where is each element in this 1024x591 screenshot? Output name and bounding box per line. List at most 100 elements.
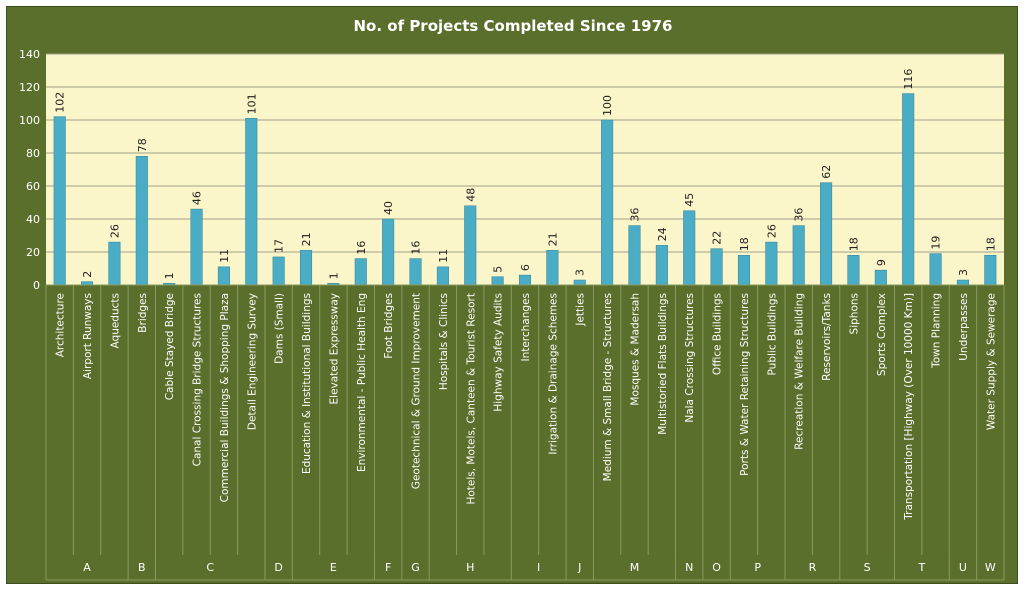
x-tick-label: Sports Complex bbox=[876, 293, 888, 376]
group-label: I bbox=[537, 561, 540, 574]
y-tick-label: 140 bbox=[19, 48, 40, 61]
data-label: 18 bbox=[847, 237, 860, 251]
bar bbox=[601, 119, 614, 286]
x-tick-label: Detail Engineering Survey bbox=[246, 293, 258, 430]
data-label: 5 bbox=[492, 266, 505, 273]
x-tick-label: Multistoried Flats Buildings bbox=[657, 293, 669, 435]
bar bbox=[929, 253, 942, 286]
x-tick-label: Water Supply & Sewerage bbox=[985, 293, 997, 430]
group-label: G bbox=[411, 561, 420, 574]
group-label: E bbox=[330, 561, 337, 574]
bar bbox=[956, 279, 969, 286]
group-label: U bbox=[959, 561, 967, 574]
x-tick-label: Interchanges bbox=[520, 293, 532, 362]
data-label: 1 bbox=[163, 272, 176, 279]
group-label: M bbox=[630, 561, 640, 574]
data-label: 19 bbox=[930, 236, 943, 250]
bar bbox=[710, 248, 723, 286]
bar bbox=[491, 276, 504, 286]
x-tick-label: Dams (Small) bbox=[274, 293, 286, 364]
bar bbox=[382, 218, 395, 286]
group-label: W bbox=[985, 561, 996, 574]
group-label: C bbox=[206, 561, 214, 574]
bar-chart: 020406080100120140102Architecture2Airpor… bbox=[19, 48, 1005, 581]
x-tick-label: Architecture bbox=[55, 293, 67, 357]
data-label: 18 bbox=[738, 237, 751, 251]
x-tick-label: Office Buildings bbox=[712, 293, 724, 375]
data-label: 26 bbox=[765, 224, 778, 238]
data-label: 11 bbox=[437, 249, 450, 263]
data-label: 24 bbox=[656, 227, 669, 241]
bar bbox=[628, 225, 641, 286]
x-tick-label: Environmental - Public Health Eng bbox=[356, 293, 368, 472]
x-tick-label: Foot Bridges bbox=[383, 293, 395, 359]
x-tick-label: Airport Runways bbox=[82, 293, 94, 379]
data-label: 45 bbox=[683, 193, 696, 207]
chart-frame: No. of Projects Completed Since 1976 0 20… bbox=[6, 6, 1018, 584]
data-label: 16 bbox=[410, 241, 423, 255]
group-label: P bbox=[754, 561, 761, 574]
bar bbox=[108, 241, 121, 286]
bar bbox=[464, 205, 477, 286]
data-label: 11 bbox=[218, 249, 231, 263]
bar bbox=[820, 182, 833, 286]
y-tick-label: 20 bbox=[26, 246, 40, 259]
x-tick-label: Geotechnical & Ground Improvement bbox=[411, 293, 423, 489]
data-label: 40 bbox=[382, 201, 395, 215]
bar bbox=[245, 118, 258, 286]
x-tick-label: Nala Crossing Structures bbox=[684, 293, 696, 423]
bar bbox=[135, 156, 148, 286]
x-tick-label: Transportation [Highway (Over 10000 Km)] bbox=[903, 293, 915, 521]
group-label: R bbox=[809, 561, 817, 574]
data-label: 26 bbox=[108, 224, 121, 238]
data-label: 1 bbox=[327, 272, 340, 279]
bar bbox=[299, 250, 313, 286]
bar bbox=[272, 256, 285, 286]
bar bbox=[217, 266, 230, 286]
data-label: 101 bbox=[245, 93, 258, 114]
group-label: A bbox=[83, 561, 91, 574]
data-label: 36 bbox=[628, 208, 641, 222]
x-tick-label: Mosques & Madersah bbox=[629, 293, 641, 406]
x-tick-label: Public Buildings bbox=[766, 293, 778, 375]
bar bbox=[984, 255, 997, 286]
data-label: 6 bbox=[519, 264, 532, 271]
x-tick-label: Reservoirs/Tanks bbox=[821, 293, 833, 381]
x-tick-label: Hospitals & Clinics bbox=[438, 293, 450, 390]
data-label: 21 bbox=[546, 232, 559, 246]
data-label: 62 bbox=[820, 165, 833, 179]
bar bbox=[737, 255, 751, 286]
x-tick-label: Bridges bbox=[137, 293, 149, 333]
y-tick-label: 80 bbox=[26, 147, 40, 160]
data-label: 18 bbox=[984, 237, 997, 251]
y-tick-label: 60 bbox=[26, 180, 40, 193]
x-tick-label: Canal Crossing Bridge Structures bbox=[192, 293, 204, 466]
group-label: N bbox=[685, 561, 693, 574]
bar bbox=[874, 269, 887, 286]
data-label: 116 bbox=[902, 69, 915, 90]
data-label: 102 bbox=[54, 92, 67, 113]
x-tick-label: Commercial Buildings & Shopping Plaza bbox=[219, 293, 231, 502]
bar bbox=[409, 258, 422, 286]
data-label: 36 bbox=[793, 208, 806, 222]
data-label: 3 bbox=[957, 269, 970, 276]
group-label: F bbox=[385, 561, 391, 574]
data-label: 21 bbox=[300, 232, 313, 246]
data-label: 17 bbox=[273, 239, 286, 253]
bar bbox=[573, 279, 586, 286]
bar bbox=[436, 266, 449, 286]
bar bbox=[683, 210, 696, 286]
y-tick-label: 0 bbox=[33, 279, 40, 292]
chart-title: No. of Projects Completed Since 1976 bbox=[353, 17, 673, 35]
data-label: 46 bbox=[191, 191, 204, 205]
x-tick-label: Recreation & Welfare Building bbox=[794, 293, 806, 450]
group-label: S bbox=[864, 561, 871, 574]
x-tick-label: Jetties bbox=[575, 293, 587, 327]
bar bbox=[902, 93, 915, 286]
group-label: J bbox=[577, 561, 581, 574]
x-tick-label: Highway Safety Audits bbox=[493, 293, 505, 412]
x-tick-label: Elevated Expressway bbox=[328, 293, 340, 404]
bar bbox=[765, 241, 778, 286]
y-tick-label: 120 bbox=[19, 81, 40, 94]
x-tick-label: Town Planning bbox=[931, 293, 943, 369]
